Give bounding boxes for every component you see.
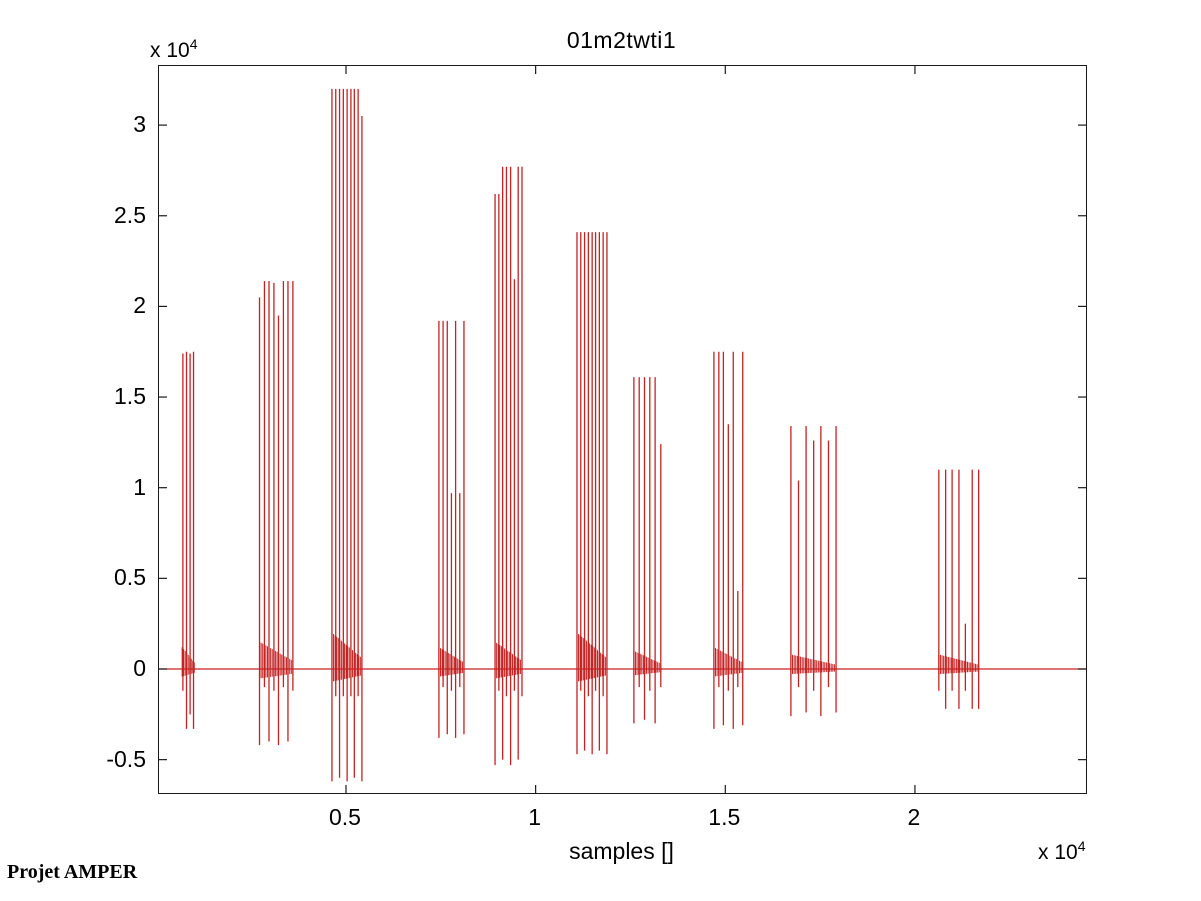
waveform-svg: [159, 66, 1086, 793]
y-tick-label: 1: [133, 473, 146, 500]
x-axis-label: samples []: [569, 838, 674, 864]
y-axis-multiplier-base: x 10: [150, 39, 190, 62]
x-tick-label: 2: [907, 804, 921, 830]
x-tick-label: 1: [528, 804, 542, 830]
x-axis-multiplier: x 104: [1038, 838, 1086, 865]
y-tick-label: 0: [133, 654, 146, 681]
x-axis-multiplier-base: x 10: [1038, 841, 1078, 864]
x-tick-label: 1.5: [708, 804, 741, 830]
y-tick-label: 0.5: [114, 564, 146, 591]
y-tick-labels: 3 2.5 2 1.5 1 0.5 0 -0.5: [60, 0, 146, 901]
x-tick-labels: 0.5 1 1.5 2: [0, 804, 1201, 832]
chart-title: 01m2twti1: [566, 27, 677, 53]
y-tick-label: 1.5: [114, 383, 146, 410]
y-tick-label: 3: [133, 111, 146, 138]
watermark-text: Projet AMPER: [7, 861, 138, 883]
y-axis-multiplier-exponent: 4: [189, 36, 198, 52]
x-axis-multiplier-exponent: 4: [1077, 838, 1086, 854]
y-axis-multiplier: x 104: [150, 36, 198, 63]
x-tick-label: 0.5: [328, 804, 361, 830]
y-tick-label: -0.5: [106, 745, 146, 772]
y-tick-label: 2.5: [114, 201, 146, 228]
y-tick-label: 2: [133, 292, 146, 319]
plot-area: [158, 65, 1087, 794]
